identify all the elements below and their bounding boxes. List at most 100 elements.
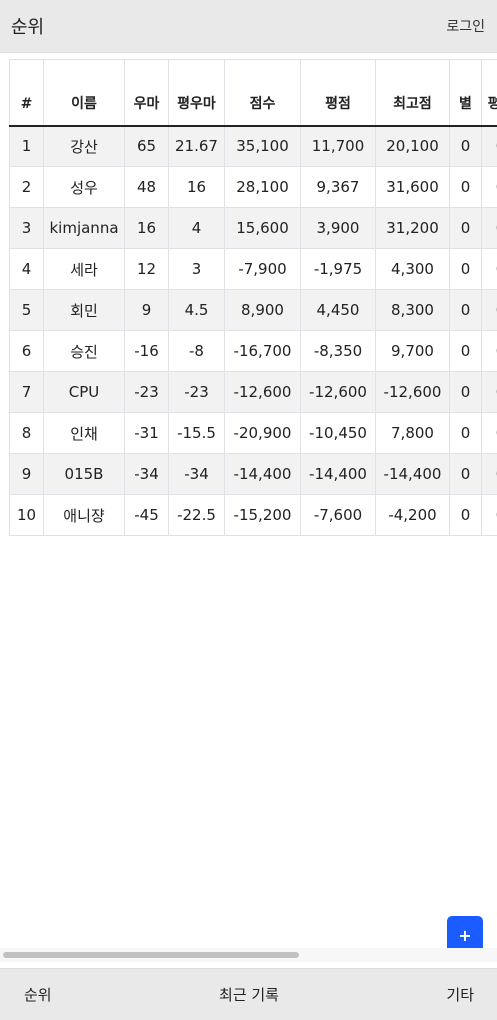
cell-avg-uma: 4 xyxy=(168,207,225,249)
cell-max-score: -14,400 xyxy=(375,453,450,495)
cell-max-score: -12,600 xyxy=(375,371,450,413)
cell-avg-score: -1,975 xyxy=(300,248,376,290)
cell-rank: 9 xyxy=(9,453,44,495)
cell-avg-stars: 0 xyxy=(481,289,497,331)
cell-score: 8,900 xyxy=(224,289,301,331)
cell-name: 회민 xyxy=(43,289,125,331)
cell-max-score: 20,100 xyxy=(375,125,450,167)
login-link[interactable]: 로그인 xyxy=(446,19,485,35)
top-bar: 순위 로그인 xyxy=(0,0,497,53)
column-header-avg-stars[interactable]: 평별 xyxy=(481,59,497,127)
column-header-stars[interactable]: 별 xyxy=(449,59,482,127)
cell-avg-stars: 0 xyxy=(481,494,497,536)
scrollbar-thumb[interactable] xyxy=(3,952,299,958)
cell-uma: 12 xyxy=(124,248,169,290)
add-button[interactable]: + xyxy=(447,916,483,954)
cell-rank: 5 xyxy=(9,289,44,331)
cell-name: 성우 xyxy=(43,166,125,208)
cell-score: -14,400 xyxy=(224,453,301,495)
cell-avg-stars: 0 xyxy=(481,248,497,290)
column-header-max-score[interactable]: 최고점 xyxy=(375,59,450,127)
cell-max-score: 7,800 xyxy=(375,412,450,454)
cell-name: 애니쟝 xyxy=(43,494,125,536)
ranking-table: # 이름 우마 평우마 점수 평점 최고점 별 평별 1강산6521.6735,… xyxy=(9,59,497,536)
nav-recent-records[interactable]: 최근 기록 xyxy=(219,986,279,1004)
cell-stars: 0 xyxy=(449,371,482,413)
cell-name: 인채 xyxy=(43,412,125,454)
cell-max-score: 9,700 xyxy=(375,330,450,372)
page-title: 순위 xyxy=(11,17,45,38)
cell-stars: 0 xyxy=(449,453,482,495)
cell-avg-stars: 0 xyxy=(481,371,497,413)
cell-name: CPU xyxy=(43,371,125,413)
cell-name: kimjanna xyxy=(43,207,125,249)
column-header-score[interactable]: 점수 xyxy=(224,59,301,127)
cell-avg-uma: -15.5 xyxy=(168,412,225,454)
ranking-table-container[interactable]: # 이름 우마 평우마 점수 평점 최고점 별 평별 1강산6521.6735,… xyxy=(0,53,497,948)
nav-etc[interactable]: 기타 xyxy=(446,986,474,1004)
cell-score: -12,600 xyxy=(224,371,301,413)
cell-avg-score: -10,450 xyxy=(300,412,376,454)
cell-stars: 0 xyxy=(449,166,482,208)
cell-uma: -31 xyxy=(124,412,169,454)
cell-stars: 0 xyxy=(449,248,482,290)
table-body: 1강산6521.6735,10011,70020,100002성우481628,… xyxy=(9,125,497,536)
cell-score: -16,700 xyxy=(224,330,301,372)
column-header-avg-score[interactable]: 평점 xyxy=(300,59,376,127)
cell-uma: -45 xyxy=(124,494,169,536)
cell-stars: 0 xyxy=(449,494,482,536)
column-header-rank[interactable]: # xyxy=(9,59,44,127)
cell-max-score: 31,200 xyxy=(375,207,450,249)
cell-avg-uma: -8 xyxy=(168,330,225,372)
cell-max-score: 4,300 xyxy=(375,248,450,290)
column-header-uma[interactable]: 우마 xyxy=(124,59,169,127)
cell-name: 승진 xyxy=(43,330,125,372)
cell-stars: 0 xyxy=(449,412,482,454)
cell-avg-stars: 0 xyxy=(481,412,497,454)
nav-ranking[interactable]: 순위 xyxy=(24,986,52,1004)
cell-score: 35,100 xyxy=(224,125,301,167)
cell-avg-score: 4,450 xyxy=(300,289,376,331)
cell-stars: 0 xyxy=(449,289,482,331)
cell-rank: 8 xyxy=(9,412,44,454)
cell-rank: 6 xyxy=(9,330,44,372)
cell-avg-stars: 0 xyxy=(481,207,497,249)
cell-rank: 1 xyxy=(9,125,44,167)
cell-avg-score: -14,400 xyxy=(300,453,376,495)
cell-max-score: 31,600 xyxy=(375,166,450,208)
column-header-name[interactable]: 이름 xyxy=(43,59,125,127)
cell-score: -20,900 xyxy=(224,412,301,454)
cell-stars: 0 xyxy=(449,207,482,249)
cell-avg-uma: 3 xyxy=(168,248,225,290)
cell-max-score: 8,300 xyxy=(375,289,450,331)
column-header-avg-uma[interactable]: 평우마 xyxy=(168,59,225,127)
cell-stars: 0 xyxy=(449,125,482,167)
cell-name: 세라 xyxy=(43,248,125,290)
cell-uma: 65 xyxy=(124,125,169,167)
cell-rank: 7 xyxy=(9,371,44,413)
horizontal-scrollbar[interactable] xyxy=(0,948,497,962)
cell-avg-uma: 16 xyxy=(168,166,225,208)
cell-score: 15,600 xyxy=(224,207,301,249)
cell-avg-score: -8,350 xyxy=(300,330,376,372)
cell-name: 015B xyxy=(43,453,125,495)
cell-name: 강산 xyxy=(43,125,125,167)
cell-score: 28,100 xyxy=(224,166,301,208)
cell-rank: 3 xyxy=(9,207,44,249)
cell-avg-score: -7,600 xyxy=(300,494,376,536)
cell-uma: 9 xyxy=(124,289,169,331)
cell-avg-uma: -22.5 xyxy=(168,494,225,536)
cell-rank: 2 xyxy=(9,166,44,208)
cell-uma: 48 xyxy=(124,166,169,208)
cell-rank: 10 xyxy=(9,494,44,536)
